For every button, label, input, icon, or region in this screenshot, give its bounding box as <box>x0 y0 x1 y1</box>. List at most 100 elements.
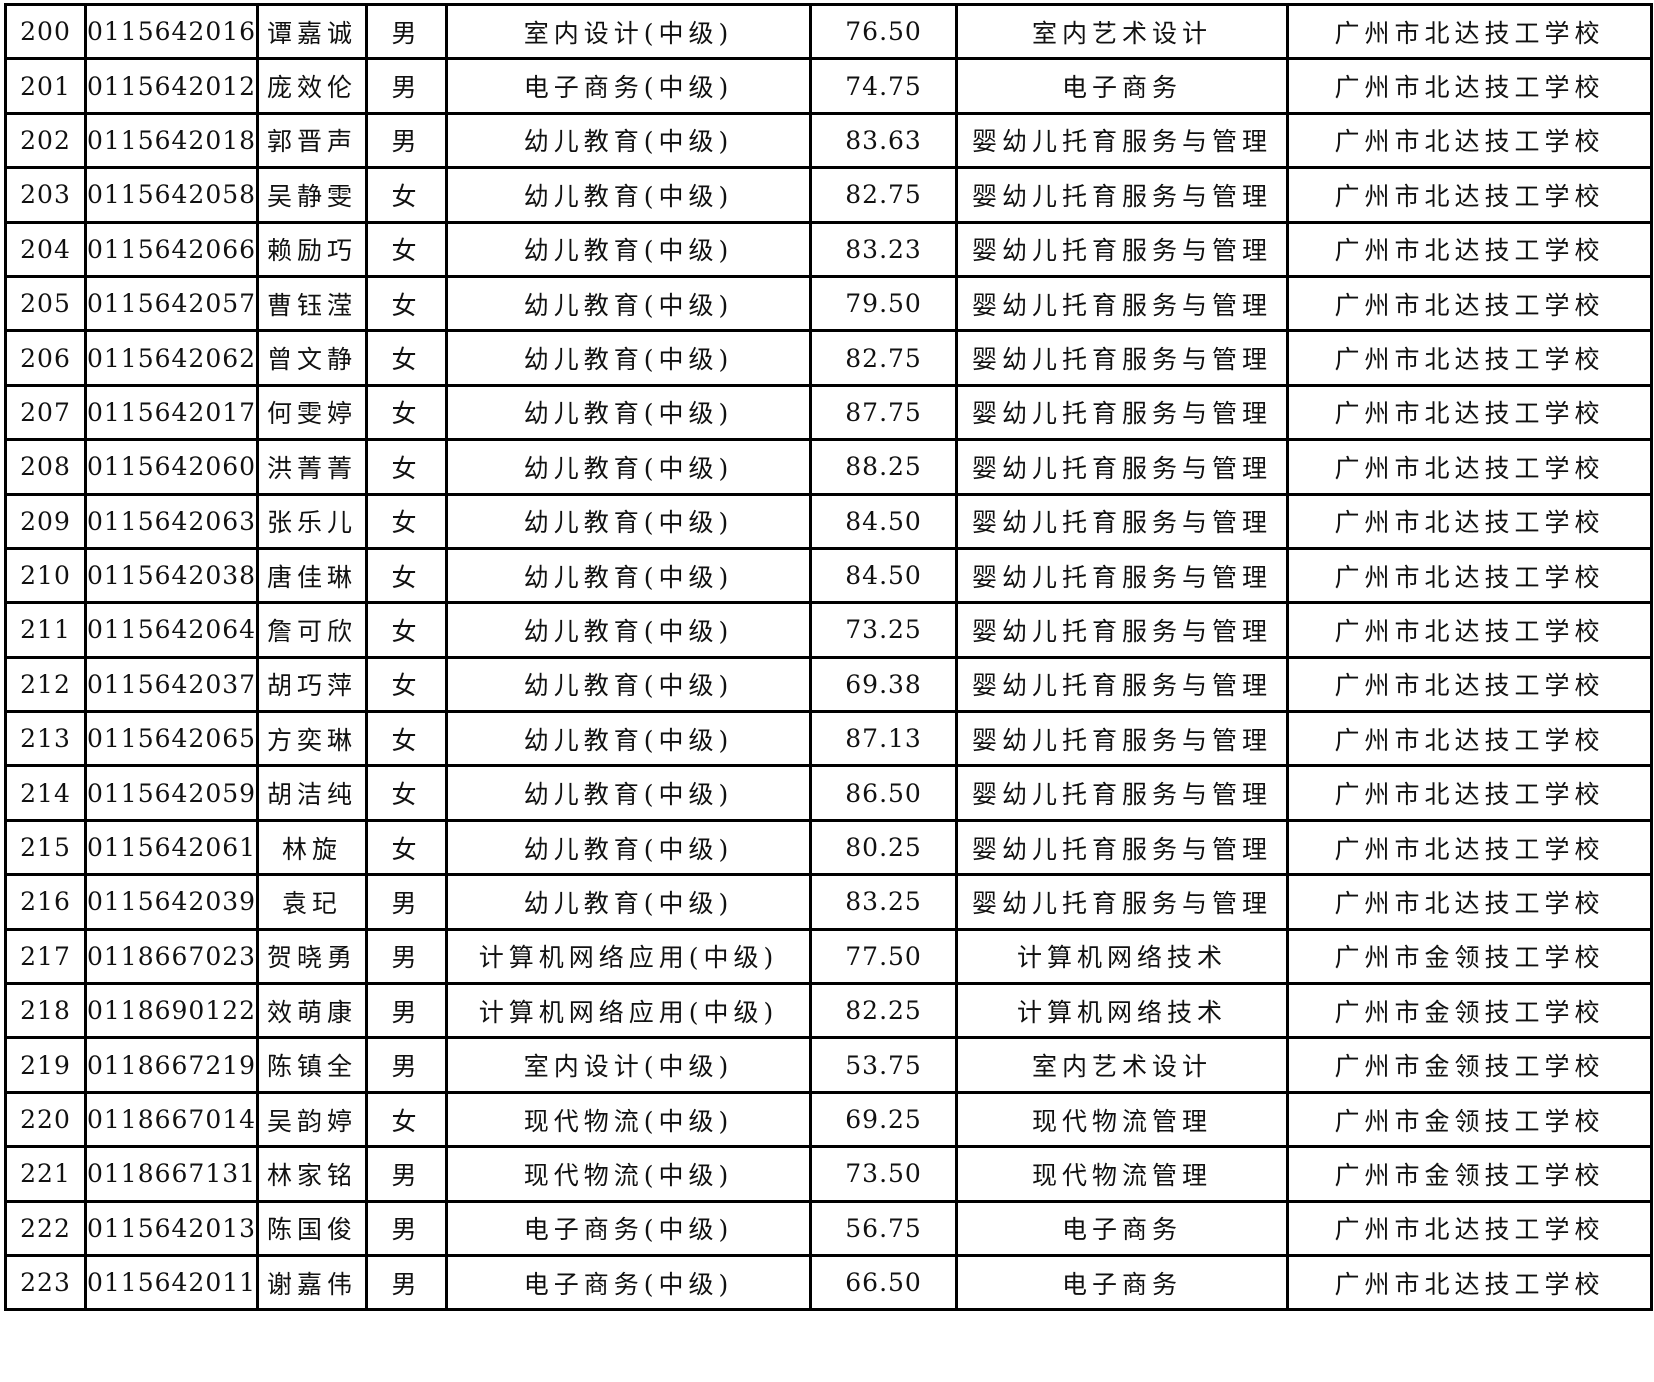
exam-subject-cell: 幼儿教育(中级) <box>445 274 813 333</box>
student-name-cell: 庞效伦 <box>256 57 369 115</box>
table-row: 204 0115642066 赖励巧女幼儿教育(中级) 83.23 婴幼儿托育服务与管理… <box>4 220 1654 278</box>
table-row: 208 0115642060 洪菁菁女幼儿教育(中级) 88.25 婴幼儿托育服务与管理… <box>4 438 1654 496</box>
school-cell: 广州市北达技工学校 <box>1286 274 1654 333</box>
school-cell: 广州市北达技工学校 <box>1286 1199 1654 1257</box>
school-cell: 广州市北达技工学校 <box>1286 2 1654 61</box>
table-row: 212 0115642037 胡巧萍女幼儿教育(中级) 69.38 婴幼儿托育服务与管理… <box>4 655 1654 714</box>
row-number-cell: 205 <box>4 274 87 333</box>
exam-subject-cell: 幼儿教育(中级) <box>445 764 813 822</box>
table-row: 221 0118667131 林家铭男现代物流(中级) 73.50 现代物流管理 广州市金… <box>4 1145 1654 1203</box>
table-row: 207 0115642017 何雯婷女幼儿教育(中级) 87.75 婴幼儿托育服务与管理… <box>4 383 1654 442</box>
gender-cell: 女 <box>365 1090 449 1149</box>
exam-subject-cell: 电子商务(中级) <box>445 1253 813 1312</box>
student-name-cell: 何雯婷 <box>256 383 369 442</box>
exam-subject-cell: 幼儿教育(中级) <box>445 111 813 170</box>
exam-subject-cell: 幼儿教育(中级) <box>445 546 813 605</box>
exam-id-cell: 0118667014 <box>83 1090 260 1149</box>
row-number-cell: 202 <box>4 111 87 170</box>
row-number-cell: 215 <box>4 818 87 877</box>
exam-subject-cell: 幼儿教育(中级) <box>445 166 813 224</box>
table-row: 210 0115642038 唐佳琳女幼儿教育(中级) 84.50 婴幼儿托育服务与管理… <box>4 546 1654 605</box>
school-cell: 广州市北达技工学校 <box>1286 166 1654 224</box>
exam-id-cell: 0115642012 <box>83 57 260 115</box>
exam-id-cell: 0115642039 <box>83 873 260 931</box>
score-cell: 84.50 <box>809 546 959 605</box>
major-cell: 婴幼儿托育服务与管理 <box>955 111 1290 170</box>
table-row: 213 0115642065 方奕琳女幼儿教育(中级) 87.13 婴幼儿托育服务与管理… <box>4 710 1654 768</box>
exam-subject-cell: 室内设计(中级) <box>445 2 813 61</box>
exam-id-cell: 0115642061 <box>83 818 260 877</box>
score-cell: 82.25 <box>809 982 959 1040</box>
student-name-cell: 赖励巧 <box>256 220 369 278</box>
school-cell: 广州市北达技工学校 <box>1286 492 1654 550</box>
exam-subject-cell: 计算机网络应用(中级) <box>445 927 813 986</box>
student-name-cell: 张乐儿 <box>256 492 369 550</box>
major-cell: 婴幼儿托育服务与管理 <box>955 383 1290 442</box>
gender-cell: 男 <box>365 111 449 170</box>
student-name-cell: 林旋 <box>256 818 369 877</box>
gender-cell: 男 <box>365 873 449 931</box>
exam-id-cell: 0115642059 <box>83 764 260 822</box>
row-number-cell: 222 <box>4 1199 87 1257</box>
gender-cell: 男 <box>365 1036 449 1094</box>
score-cell: 53.75 <box>809 1036 959 1094</box>
exam-id-cell: 0118690122 <box>83 982 260 1040</box>
exam-subject-cell: 现代物流(中级) <box>445 1145 813 1203</box>
student-name-cell: 陈镇全 <box>256 1036 369 1094</box>
score-cell: 82.75 <box>809 166 959 224</box>
gender-cell: 男 <box>365 982 449 1040</box>
major-cell: 计算机网络技术 <box>955 982 1290 1040</box>
gender-cell: 女 <box>365 329 449 387</box>
student-name-cell: 曾文静 <box>256 329 369 387</box>
school-cell: 广州市北达技工学校 <box>1286 764 1654 822</box>
exam-id-cell: 0115642062 <box>83 329 260 387</box>
school-cell: 广州市北达技工学校 <box>1286 546 1654 605</box>
exam-id-cell: 0118667219 <box>83 1036 260 1094</box>
school-cell: 广州市北达技工学校 <box>1286 710 1654 768</box>
row-number-cell: 211 <box>4 601 87 659</box>
row-number-cell: 201 <box>4 57 87 115</box>
student-name-cell: 洪菁菁 <box>256 438 369 496</box>
table-row: 214 0115642059 胡洁纯女幼儿教育(中级) 86.50 婴幼儿托育服务与管理… <box>4 764 1654 822</box>
score-cell: 69.38 <box>809 655 959 714</box>
score-cell: 74.75 <box>809 57 959 115</box>
row-number-cell: 213 <box>4 710 87 768</box>
exam-id-cell: 0115642011 <box>83 1253 260 1312</box>
exam-id-cell: 0115642037 <box>83 655 260 714</box>
exam-subject-cell: 幼儿教育(中级) <box>445 873 813 931</box>
school-cell: 广州市北达技工学校 <box>1286 111 1654 170</box>
table-row: 200 0115642016 谭嘉诚男室内设计(中级) 76.50 室内艺术设计 广州市北… <box>4 2 1654 61</box>
score-cell: 83.23 <box>809 220 959 278</box>
table-row: 215 0115642061 林旋女幼儿教育(中级) 80.25 婴幼儿托育服务与管理广… <box>4 818 1654 877</box>
exam-subject-cell: 现代物流(中级) <box>445 1090 813 1149</box>
row-number-cell: 217 <box>4 927 87 986</box>
student-name-cell: 曹钰滢 <box>256 274 369 333</box>
row-number-cell: 216 <box>4 873 87 931</box>
exam-id-cell: 0115642058 <box>83 166 260 224</box>
row-number-cell: 203 <box>4 166 87 224</box>
major-cell: 婴幼儿托育服务与管理 <box>955 166 1290 224</box>
score-cell: 82.75 <box>809 329 959 387</box>
major-cell: 婴幼儿托育服务与管理 <box>955 818 1290 877</box>
exam-id-cell: 0118667131 <box>83 1145 260 1203</box>
exam-subject-cell: 幼儿教育(中级) <box>445 220 813 278</box>
exam-subject-cell: 电子商务(中级) <box>445 57 813 115</box>
row-number-cell: 206 <box>4 329 87 387</box>
exam-id-cell: 0118667023 <box>83 927 260 986</box>
exam-id-cell: 0115642066 <box>83 220 260 278</box>
student-name-cell: 陈国俊 <box>256 1199 369 1257</box>
gender-cell: 女 <box>365 546 449 605</box>
major-cell: 婴幼儿托育服务与管理 <box>955 274 1290 333</box>
score-cell: 79.50 <box>809 274 959 333</box>
score-cell: 83.25 <box>809 873 959 931</box>
school-cell: 广州市金领技工学校 <box>1286 927 1654 986</box>
exam-id-cell: 0115642018 <box>83 111 260 170</box>
school-cell: 广州市北达技工学校 <box>1286 329 1654 387</box>
school-cell: 广州市北达技工学校 <box>1286 1253 1654 1312</box>
gender-cell: 女 <box>365 601 449 659</box>
exam-subject-cell: 室内设计(中级) <box>445 1036 813 1094</box>
row-number-cell: 208 <box>4 438 87 496</box>
table-body: 200 0115642016 谭嘉诚男室内设计(中级) 76.50 室内艺术设计 广州市北… <box>4 2 1654 1312</box>
score-cell: 88.25 <box>809 438 959 496</box>
student-name-cell: 效萌康 <box>256 982 369 1040</box>
